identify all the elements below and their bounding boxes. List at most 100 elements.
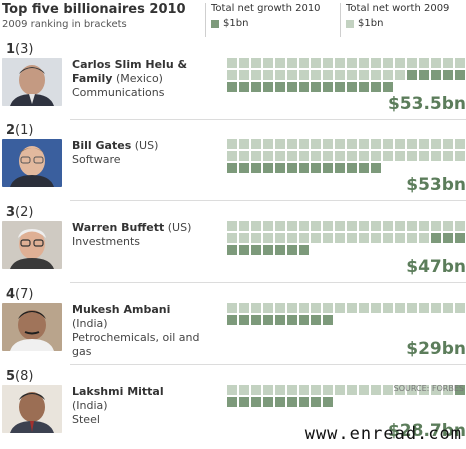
person-name: Mukesh Ambani <box>72 303 171 316</box>
worth-2009-square <box>407 303 417 313</box>
worth-2009-square <box>299 385 309 395</box>
worth-2009-square <box>227 385 237 395</box>
worth-2009-square <box>251 58 261 68</box>
growth-2010-square <box>227 82 237 92</box>
growth-2010-square <box>323 82 333 92</box>
growth-2010-square <box>347 163 357 173</box>
worth-2009-square <box>347 70 357 80</box>
worth-2009-square <box>419 303 429 313</box>
growth-2010-square <box>383 82 393 92</box>
worth-2009-square <box>383 70 393 80</box>
growth-2010-square <box>239 163 249 173</box>
worth-2009-square <box>323 151 333 161</box>
worth-2009-square <box>239 139 249 149</box>
worth-2009-square <box>359 233 369 243</box>
worth-2009-square <box>287 151 297 161</box>
net-worth-value: $53.5bn <box>387 94 466 114</box>
growth-2010-square <box>251 245 261 255</box>
worth-2009-square <box>263 58 273 68</box>
growth-2010-square <box>275 82 285 92</box>
worth-2009-square <box>359 303 369 313</box>
worth-2009-square <box>311 303 321 313</box>
growth-2010-square <box>299 245 309 255</box>
person-country: (US) <box>167 221 192 234</box>
legend-growth-label: Total net growth 2010 <box>211 3 321 14</box>
person-country: (India) <box>72 399 108 412</box>
worth-2009-square <box>383 233 393 243</box>
worth-2009-square <box>287 303 297 313</box>
worth-2009-square <box>455 58 465 68</box>
worth-2009-square <box>287 58 297 68</box>
rank-number: 5 <box>6 369 16 384</box>
worth-2009-square <box>359 58 369 68</box>
worth-2009-square <box>287 385 297 395</box>
worth-2009-square <box>323 70 333 80</box>
legend-growth-swatch <box>211 19 219 28</box>
worth-2009-square <box>251 303 261 313</box>
growth-2010-square <box>251 315 261 325</box>
row-divider <box>70 364 466 365</box>
growth-2010-square <box>311 82 321 92</box>
worth-grid <box>227 139 465 173</box>
worth-2009-square <box>311 385 321 395</box>
growth-2010-square <box>275 245 285 255</box>
worth-2009-square <box>311 233 321 243</box>
worth-2009-square <box>299 70 309 80</box>
growth-2010-square <box>323 315 333 325</box>
billionaire-row-5: 5(8) Lakshmi Mittal (India) Steel $28.7b… <box>0 369 466 449</box>
growth-2010-square <box>263 315 273 325</box>
worth-2009-square <box>239 233 249 243</box>
growth-2010-square <box>299 163 309 173</box>
worth-2009-square <box>227 233 237 243</box>
growth-2010-square <box>275 315 285 325</box>
legend-growth: Total net growth 2010 $1bn <box>205 3 321 37</box>
growth-2010-square <box>371 82 381 92</box>
billionaire-row-2: 2(1) Bill Gates (US) Software $53bn <box>0 123 466 203</box>
worth-2009-square <box>407 139 417 149</box>
rank-2009: (8) <box>15 369 34 384</box>
person-industry: Petrochemicals, oil and gas <box>72 331 200 358</box>
worth-2009-square <box>263 221 273 231</box>
source-note: SOURCE: FORBES <box>393 384 464 393</box>
portrait-image <box>2 58 62 106</box>
person-name: Carlos Slim Helu & Family <box>72 58 188 85</box>
portrait-photo <box>2 221 62 269</box>
worth-2009-square <box>275 233 285 243</box>
worth-2009-square <box>407 151 417 161</box>
growth-2010-square <box>275 397 285 407</box>
worth-2009-square <box>455 303 465 313</box>
growth-2010-square <box>311 163 321 173</box>
worth-2009-square <box>407 58 417 68</box>
portrait-image <box>2 385 62 433</box>
billionaire-row-4: 4(7) Mukesh Ambani (India) Petrochemical… <box>0 287 466 367</box>
growth-2010-square <box>299 82 309 92</box>
growth-2010-square <box>323 163 333 173</box>
growth-2010-square <box>239 82 249 92</box>
portrait-photo <box>2 58 62 106</box>
worth-grid <box>227 221 465 255</box>
legend-worth-key: $1bn <box>346 18 449 29</box>
worth-2009-square <box>431 151 441 161</box>
worth-2009-square <box>227 151 237 161</box>
growth-2010-square <box>455 385 465 395</box>
worth-2009-square <box>323 58 333 68</box>
worth-2009-square <box>275 303 285 313</box>
growth-2010-square <box>263 397 273 407</box>
worth-2009-square <box>419 139 429 149</box>
worth-2009-square <box>239 58 249 68</box>
worth-2009-square <box>335 221 345 231</box>
worth-2009-square <box>419 385 429 395</box>
worth-2009-square <box>383 151 393 161</box>
growth-2010-square <box>323 397 333 407</box>
net-worth-value: $47bn <box>406 257 466 277</box>
growth-2010-square <box>227 163 237 173</box>
growth-2010-square <box>263 82 273 92</box>
worth-2009-square <box>431 58 441 68</box>
worth-2009-square <box>395 385 405 395</box>
worth-2009-square <box>431 303 441 313</box>
person-info: Carlos Slim Helu & Family (Mexico) Commu… <box>72 58 222 100</box>
worth-2009-square <box>263 233 273 243</box>
growth-2010-square <box>287 315 297 325</box>
portrait-image <box>2 139 62 187</box>
growth-2010-square <box>239 245 249 255</box>
